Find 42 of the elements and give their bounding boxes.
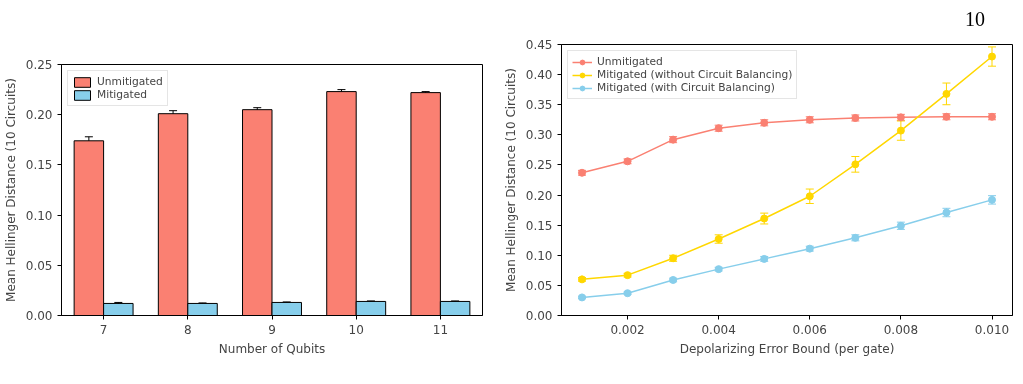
point [851, 160, 860, 169]
x-tick-label: 9 [268, 322, 276, 337]
y-tick-label: 0.05 [525, 278, 553, 293]
x-tick-label: 10 [348, 322, 364, 337]
legend-label: Mitigated (without Circuit Balancing) [597, 68, 793, 81]
legend-label: Unmitigated [97, 75, 163, 88]
legend-label: Mitigated [97, 88, 148, 101]
x-tick-label: 7 [99, 322, 108, 337]
y-tick-label: 0.20 [25, 108, 53, 123]
point [988, 52, 996, 61]
x-tick-label: 11 [432, 322, 449, 337]
y-tick-label: 0.20 [525, 188, 553, 203]
text: 10 [965, 7, 985, 32]
point [942, 89, 951, 98]
y-tick-label: 0.25 [525, 158, 553, 173]
x-tick-label: 0.004 [701, 322, 736, 337]
x-axis-title: Depolarizing Error Bound (per gate) [679, 341, 895, 356]
y-tick-label: 0.10 [525, 248, 553, 263]
x-tick-label: 0.010 [974, 322, 1010, 337]
point [896, 126, 905, 135]
y-tick-label: 0.00 [525, 309, 553, 323]
y-tick-label: 0.15 [525, 218, 553, 233]
y-tick-label: 0.45 [525, 38, 553, 52]
y-tick-label: 0.15 [25, 158, 53, 173]
y-tick-label: 0.00 [25, 309, 53, 323]
y-axis-title: Mean Hellinger Distance (10 Circuits) [503, 68, 518, 292]
legend-label: Unmitigated [597, 55, 663, 68]
y-tick-label: 0.35 [525, 98, 553, 113]
legend-label: Mitigated (with Circuit Balancing) [597, 81, 775, 94]
y-tick-label: 0.40 [525, 68, 553, 83]
y-tick-label: 0.25 [25, 58, 53, 72]
x-tick-label: 0.008 [883, 322, 919, 337]
x-axis-title: Number of Qubits [218, 341, 326, 356]
y-tick-label: 0.30 [525, 128, 553, 143]
point [623, 289, 632, 298]
y-tick-label: 0.05 [25, 258, 53, 273]
y-tick-label: 0.10 [25, 208, 53, 223]
x-tick-label: 0.002 [610, 322, 645, 337]
y-axis-title: Mean Hellinger Distance (10 Circuits) [3, 78, 18, 302]
x-tick-label: 8 [183, 322, 192, 337]
point [805, 192, 814, 201]
x-tick-label: 0.006 [792, 322, 827, 337]
